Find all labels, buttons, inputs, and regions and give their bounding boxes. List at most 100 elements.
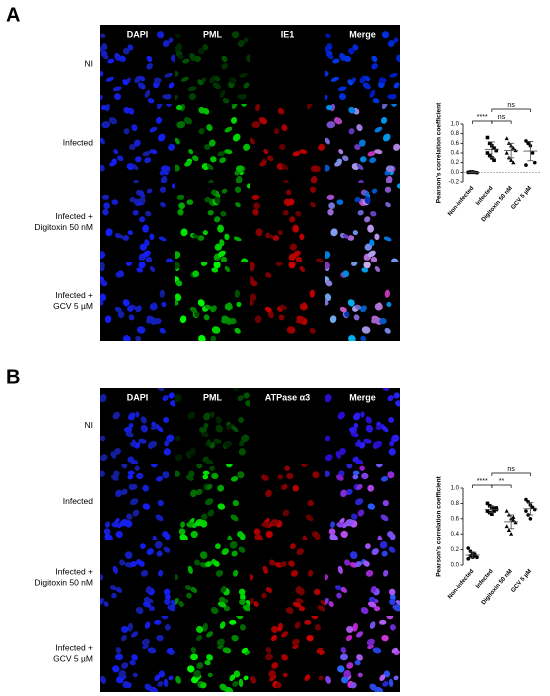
micrograph (100, 262, 175, 341)
nucleus (381, 634, 389, 642)
nucleus (381, 550, 388, 557)
nucleus (236, 301, 242, 308)
nucleus (327, 208, 334, 216)
nucleus (153, 77, 162, 84)
nucleus (162, 94, 171, 100)
nucleus (146, 62, 153, 70)
micrograph (100, 464, 175, 540)
nucleus (281, 484, 288, 490)
nucleus (325, 251, 331, 259)
nucleus (266, 586, 273, 593)
nucleus (112, 86, 122, 92)
micrograph (250, 104, 325, 183)
nucleus (204, 498, 214, 506)
point (526, 141, 530, 146)
nucleus (281, 124, 288, 132)
nucleus (180, 228, 188, 237)
nuclei (175, 464, 246, 540)
nucleus (318, 143, 325, 151)
nucleus (126, 262, 133, 266)
nucleus (243, 143, 250, 151)
micrograph (175, 464, 250, 540)
nucleus (342, 155, 349, 162)
nucleus (197, 235, 205, 241)
nucleus (115, 489, 122, 498)
nucleus (374, 266, 381, 273)
nucleus (117, 270, 125, 278)
column-label: IE1 (281, 29, 295, 39)
nucleus (252, 208, 259, 216)
nucleus (352, 230, 358, 236)
point (528, 517, 533, 521)
nucleus (109, 585, 117, 591)
nucleus (282, 509, 290, 517)
nucleus (170, 400, 175, 407)
nucleus (156, 425, 164, 433)
nucleus (338, 93, 347, 101)
nucleus (371, 188, 378, 194)
nucleus (100, 574, 104, 581)
nucleus (294, 621, 301, 629)
nucleus (149, 266, 156, 273)
nucleus (384, 327, 391, 334)
nucleus (234, 289, 241, 298)
nucleus (146, 55, 153, 63)
nucleus (236, 616, 244, 620)
nucleus (142, 503, 151, 510)
nucleus (352, 622, 358, 632)
nuclei (325, 464, 396, 540)
x-tick-label: Non-infected (447, 185, 475, 217)
nucleus (231, 634, 239, 642)
nucleus (382, 500, 389, 507)
nucleus (364, 76, 371, 82)
nucleus (356, 484, 363, 490)
nucleus (175, 435, 181, 442)
nucleus (279, 304, 287, 310)
nucleus (310, 165, 320, 173)
nucleus (111, 522, 120, 528)
nucleus (383, 670, 391, 678)
row-label-line: NI (85, 59, 94, 69)
nucleus (147, 98, 155, 104)
nucleus (138, 438, 147, 444)
nucleus (353, 314, 360, 321)
nucleus (100, 597, 104, 605)
nucleus (271, 625, 279, 633)
nucleus (129, 498, 139, 506)
nucleus (168, 604, 175, 612)
tile-bg (325, 25, 400, 104)
nucleus (340, 489, 347, 498)
nucleus (113, 149, 119, 155)
nucleus (194, 311, 200, 318)
nucleus (325, 94, 328, 101)
nucleus (100, 435, 106, 442)
nucleus (338, 448, 346, 456)
nucleus (380, 475, 389, 482)
micrograph (325, 464, 400, 540)
nucleus (230, 475, 239, 482)
nucleus (363, 438, 372, 444)
nucleus (217, 250, 226, 258)
nucleus (282, 209, 289, 216)
nucleus (284, 465, 290, 471)
nucleus (239, 598, 246, 606)
point (524, 509, 528, 513)
nucleus (238, 416, 245, 423)
nucleus (309, 327, 316, 334)
point (492, 509, 496, 513)
nucleus (100, 164, 105, 172)
nuclei (325, 388, 400, 464)
nucleus (367, 503, 376, 510)
nucleus (258, 117, 268, 125)
nucleus (255, 104, 261, 112)
significance-label: ns (507, 102, 515, 109)
nucleus (221, 62, 228, 70)
nucleus (239, 440, 245, 447)
nucleus (231, 550, 238, 557)
nucleus (102, 208, 109, 216)
row-label: NI (85, 59, 94, 69)
nucleus (197, 47, 205, 55)
nucleus (144, 683, 152, 691)
point (487, 503, 492, 508)
nucleus (160, 175, 168, 183)
